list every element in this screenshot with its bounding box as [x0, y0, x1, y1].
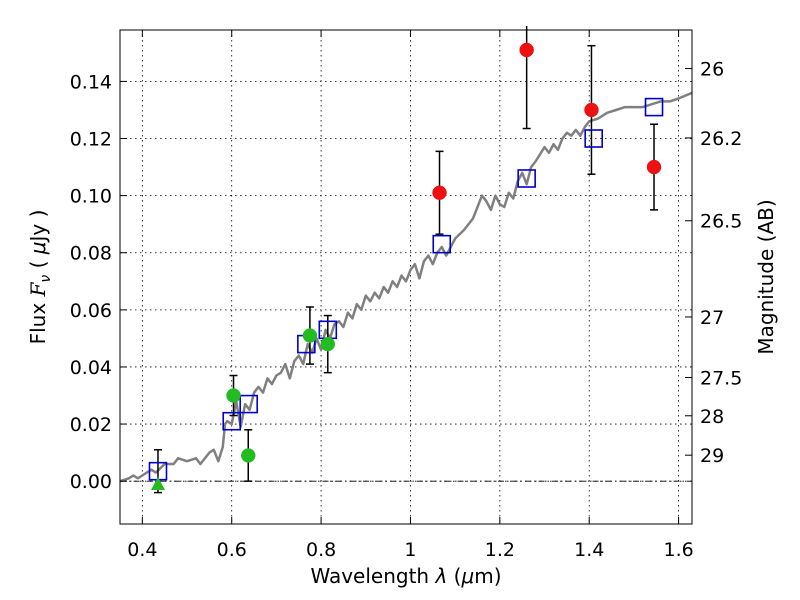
x-tick-label: 1.2: [485, 539, 515, 561]
x-tick-label: 0.6: [217, 539, 247, 561]
model-photometry-square: [239, 394, 258, 414]
y-tick-label: 0.08: [70, 243, 112, 265]
y-tick-label: 0.14: [70, 71, 112, 93]
y-axis-label: Flux Fν ( μJy ): [26, 210, 54, 345]
model-sed-line: [119, 91, 693, 483]
mag-tick-label: 26.2: [700, 128, 742, 150]
model-photometry-square: [222, 411, 242, 431]
x-axis-label: Wavelength λ (μm): [310, 564, 501, 588]
plot-frame: [119, 29, 693, 525]
y-tick-label: 0.02: [70, 414, 112, 436]
y-tick-label: 0.00: [70, 471, 112, 493]
data-point-circle: [646, 159, 662, 175]
data-point-circle: [432, 185, 447, 201]
model-photometry-square: [584, 129, 603, 148]
y-tick-label: 0.12: [70, 129, 112, 151]
data-point-circle: [584, 102, 599, 118]
mag-tick-label: 26.5: [700, 211, 742, 233]
tick-labels: 0.4 0.6 0.8 1 1.2 1.4 1.6 0.00 0.02 0.04 0.06 0.08 0…: [70, 59, 743, 561]
model-photometry-square: [644, 97, 664, 117]
mag-tick-label: 27.5: [700, 368, 742, 390]
data-point-circle: [320, 336, 336, 352]
mag-tick-label: 27: [700, 307, 724, 329]
data-markers: [148, 42, 664, 491]
data-point-circle: [302, 328, 318, 343]
data-point-circle: [519, 42, 534, 58]
model-photometry-square: [517, 169, 536, 188]
x-tick-label: 0.8: [306, 539, 336, 561]
x-tick-label: 1: [404, 539, 416, 561]
x-tick-label: 0.4: [127, 539, 157, 561]
mag-tick-label: 28: [700, 406, 724, 428]
y-tick-label: 0.04: [70, 357, 112, 379]
model-photometry-square: [432, 234, 452, 254]
y-axis-right-label: Magnitude (AB): [754, 199, 778, 354]
ticks: [120, 30, 692, 524]
x-tick-label: 1.6: [663, 539, 693, 561]
mag-tick-label: 29: [700, 445, 724, 467]
data-point-circle: [226, 388, 241, 403]
upper-limit-triangle: [150, 477, 165, 491]
y-tick-label: 0.10: [70, 186, 112, 208]
data-point-circle: [241, 448, 256, 463]
x-tick-label: 1.4: [574, 539, 604, 561]
y-tick-label: 0.06: [70, 300, 112, 322]
model-sed-layer: [119, 91, 693, 483]
mag-tick-label: 26: [700, 59, 724, 81]
grid: [120, 30, 692, 524]
